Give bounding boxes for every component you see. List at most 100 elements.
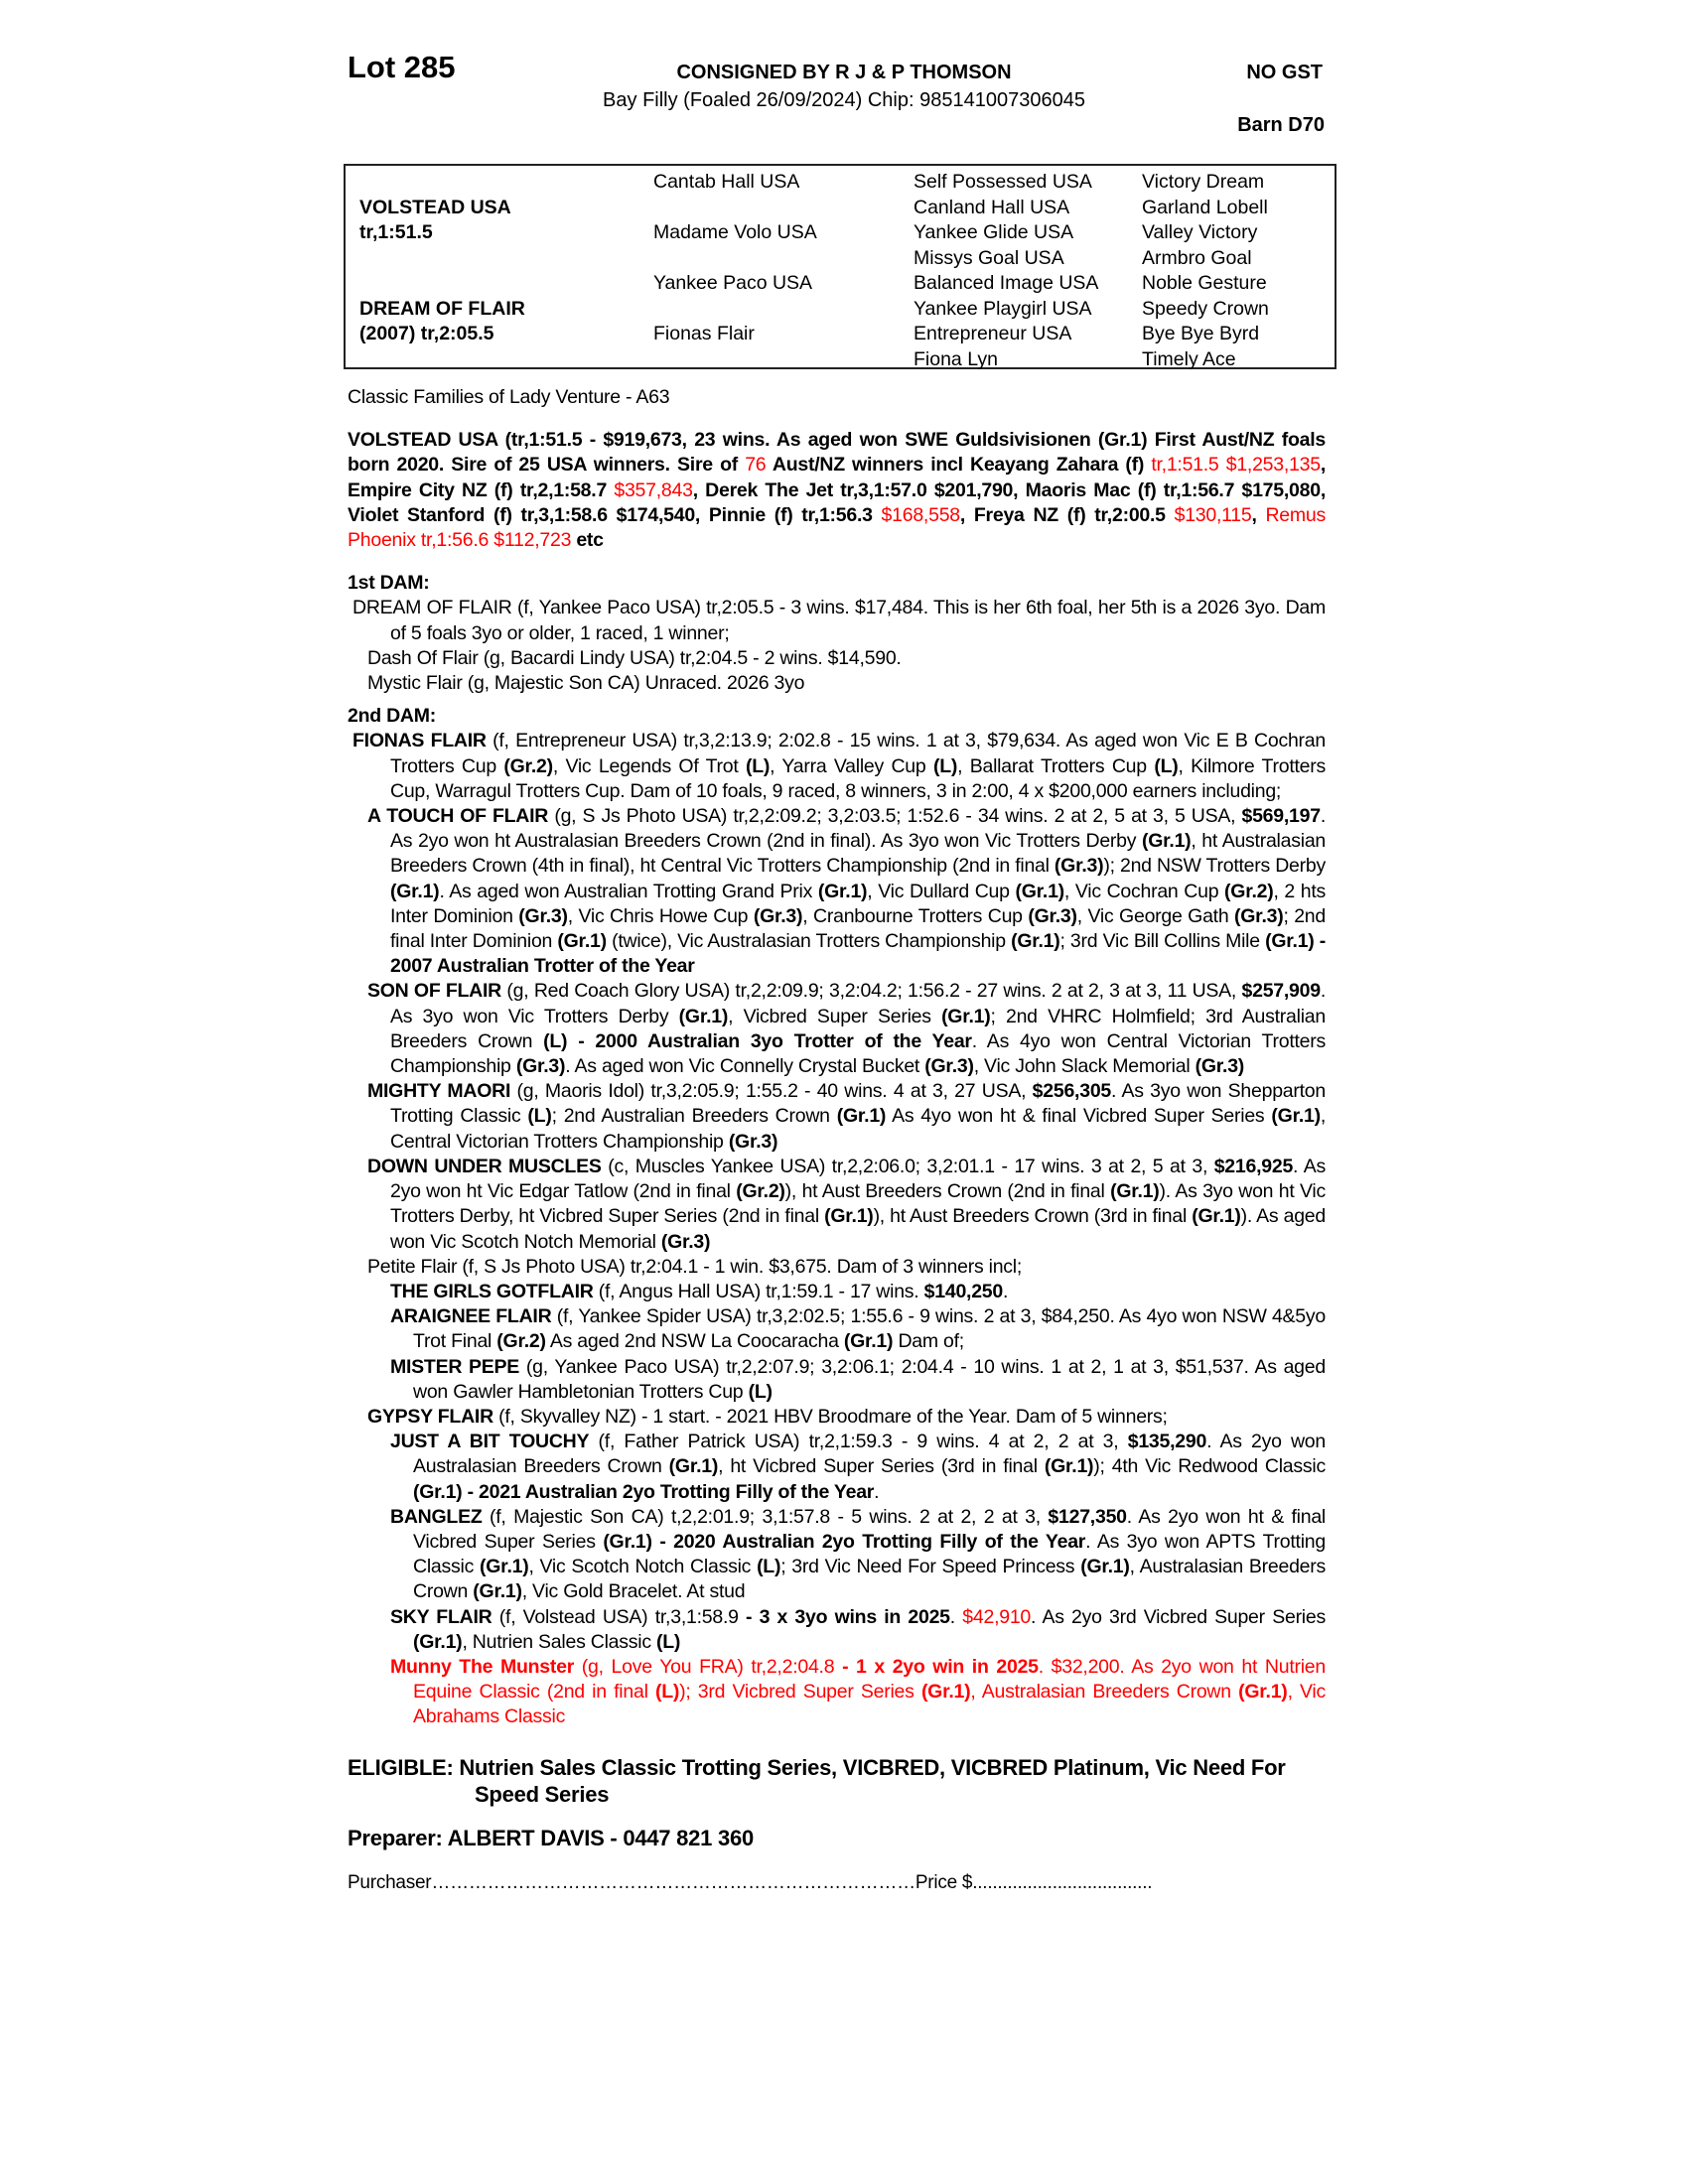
text-run: tr,1:51.5 $1,253,135 [1151, 454, 1321, 477]
text-run: . As 2yo won ht Vic Edgar Tatlow (2nd in… [390, 1155, 1326, 1203]
text-run: FIONAS FLAIR [352, 730, 487, 752]
text-run: JUST A BIT TOUCHY [390, 1431, 590, 1453]
sire-paragraph: VOLSTEAD USA (tr,1:51.5 - $919,673, 23 w… [348, 428, 1326, 553]
catalogue-body: Classic Families of Lady Venture - A63 V… [348, 385, 1326, 1895]
text-run: , Vic Gold Bracelet. At stud [521, 1580, 746, 1603]
text-run: . As 3yo won APTS Trotting Classic [413, 1530, 1326, 1578]
text-run: Petite Flair (f, S Js Photo USA) tr,2:04… [367, 1255, 1023, 1278]
text-run: , 2 hts Inter Dominion [390, 880, 1326, 927]
text-run: . As 3yo won Vic Trotters Derby [390, 980, 1327, 1027]
text-run: (f, Volstead USA) tr,3,1:58.9 [492, 1605, 747, 1628]
text-run: ), ht Aust Breeders Crown (3rd in final [873, 1205, 1193, 1228]
text-run: SKY FLAIR [390, 1605, 492, 1628]
sire-record: tr,1:51.5 [359, 221, 433, 243]
text-run: DOWN UNDER MUSCLES [367, 1155, 602, 1177]
pedigree-gen4: Bye Bye Byrd [1142, 323, 1260, 344]
text-run: As aged 2nd NSW La Coocaracha [545, 1330, 844, 1353]
text-run: , Nutrien Sales Classic [462, 1630, 657, 1653]
text-run: (L) - 2000 Australian 3yo Trotter of the… [543, 1029, 972, 1052]
text-run: . As 2yo won Australasian Breeders Crown [413, 1431, 1326, 1478]
second-dam-entries: FIONAS FLAIR (f, Entrepreneur USA) tr,3,… [348, 729, 1326, 1729]
pedigree-gen4: Valley Victory [1142, 221, 1258, 243]
text-run: (twice), Vic Australasian Trotters Champ… [606, 930, 1012, 953]
text-run: ; 3rd Vic Need For Speed Princess [780, 1556, 1081, 1578]
text-run: (L) [932, 754, 958, 777]
text-run: . As aged won Vic Connelly Crystal Bucke… [565, 1055, 925, 1078]
text-run: (Gr.3) [728, 1130, 778, 1153]
purchaser-line[interactable]: Purchaser……………………………………………………………………Price… [348, 1871, 1153, 1893]
text-run: (Gr.1) [920, 1681, 971, 1704]
text-run: (Gr.3) [753, 904, 803, 927]
pedigree-gen3: Self Possessed USA [914, 171, 1092, 193]
text-run: (Gr.3) [1195, 1055, 1245, 1078]
text-run: (Gr.1) [1192, 1205, 1241, 1228]
text-run: (Gr.1) [836, 1105, 887, 1128]
text-run: . $32,200. As 2yo won ht Nutrien Equine … [413, 1655, 1326, 1704]
dam-name: DREAM OF FLAIR [359, 297, 525, 320]
text-run: SON OF FLAIR [367, 980, 502, 1003]
pedigree-gen4: Noble Gesture [1142, 272, 1267, 294]
text-run: (c, Muscles Yankee USA) tr,2,2:06.0; 3,2… [601, 1155, 1214, 1177]
text-run: (Gr.3) [515, 1055, 566, 1078]
text-run: , Vic Legends Of Trot [552, 754, 746, 777]
text-run: (Gr.1) [390, 880, 440, 902]
first-dam-entries: DREAM OF FLAIR (f, Yankee Paco USA) tr,2… [348, 596, 1326, 696]
text-run: (Gr.1) [413, 1630, 463, 1653]
text-run: , Australasian Breeders Crown [413, 1556, 1327, 1603]
text-run: , Australasian Breeders Crown [970, 1681, 1239, 1704]
text-run: (Gr.1) [557, 930, 607, 953]
text-run: $569,197 [1241, 805, 1321, 828]
text-run: (g, Yankee Paco USA) tr,2,2:07.9; 3,2:06… [413, 1355, 1326, 1403]
pedigree-gen3: Missys Goal USA [914, 246, 1064, 269]
text-run: , ht Australasian Breeders Crown (4th in… [390, 830, 1327, 878]
text-run: (L) [1154, 754, 1179, 777]
text-run: $357,843 [614, 478, 693, 501]
text-run: , Vic Abrahams Classic [413, 1681, 1326, 1728]
lot-number: Lot 285 [348, 50, 456, 84]
progeny-entry: MISTER PEPE (g, Yankee Paco USA) tr,2,2:… [348, 1355, 1326, 1405]
horse-description: Bay Filly (Foaled 26/09/2024) Chip: 9851… [603, 89, 1085, 111]
text-run: - 3 x 3yo wins in 2025 [746, 1605, 950, 1628]
pedigree-gen2: Yankee Paco USA [653, 272, 813, 294]
pedigree-gen4: Garland Lobell [1142, 196, 1268, 218]
progeny-entry: ARAIGNEE FLAIR (f, Yankee Spider USA) tr… [348, 1304, 1326, 1354]
text-run: ). As aged won Vic Scotch Notch Memorial [390, 1205, 1326, 1253]
text-run: Mystic Flair (g, Majestic Son CA) Unrace… [367, 672, 805, 695]
text-run: GYPSY FLAIR [367, 1405, 493, 1428]
text-run: (L) [527, 1105, 552, 1128]
text-run: VOLSTEAD USA (tr,1:51.5 - $919,673, 23 w… [348, 429, 1326, 477]
text-run: . As 2yo 3rd Vicbred Super Series [1031, 1605, 1326, 1628]
text-run: (Gr.1) [668, 1455, 719, 1478]
text-run: (Gr.2) [1224, 880, 1274, 902]
text-run: (g, Red Coach Glory USA) tr,2,2:09.9; 3,… [501, 980, 1242, 1003]
text-run: (Gr.1) [817, 880, 868, 902]
pedigree-gen3: Canland Hall USA [914, 196, 1070, 218]
text-run: $130,115 [1174, 503, 1252, 526]
text-run: 76 [745, 454, 767, 477]
second-dam-heading: 2nd DAM: [348, 705, 436, 728]
text-run: ; 3rd Vic Bill Collins Mile [1059, 930, 1266, 953]
progeny-entry: SON OF FLAIR (g, Red Coach Glory USA) tr… [348, 979, 1326, 1079]
progeny-entry: Munny The Munster (g, Love You FRA) tr,2… [348, 1655, 1326, 1730]
dam-record: (2007) tr,2:05.5 [359, 323, 494, 344]
text-run: . [949, 1605, 963, 1628]
text-run: (g, S Js Photo USA) tr,2,2:09.2; 3,2:03.… [548, 805, 1242, 828]
text-run: $127,350 [1048, 1505, 1127, 1528]
text-run: Dash Of Flair (g, Bacardi Lindy USA) tr,… [367, 646, 902, 669]
progeny-entry: DREAM OF FLAIR (f, Yankee Paco USA) tr,2… [348, 596, 1326, 645]
text-run: , Vic Chris Howe Cup [567, 904, 754, 927]
text-run: MIGHTY MAORI [367, 1080, 511, 1103]
text-run: (Gr.2) [503, 754, 553, 777]
pedigree-gen3: Fiona Lyn [914, 347, 998, 370]
text-run: , Derek The Jet tr,3,1:57.0 $201,790, Ma… [348, 478, 1326, 526]
pedigree-gen3: Balanced Image USA [914, 272, 1099, 294]
text-run: (Gr.2) [736, 1180, 785, 1203]
progeny-entry: Dash Of Flair (g, Bacardi Lindy USA) tr,… [348, 646, 1326, 671]
text-run: Munny The Munster [390, 1655, 575, 1678]
text-run: MISTER PEPE [390, 1355, 520, 1378]
consignor: CONSIGNED BY R J & P THOMSON [676, 62, 1012, 83]
text-run: (Gr.1) - 2007 Australian Trotter of the … [390, 930, 1326, 978]
text-run: (L) [757, 1556, 781, 1578]
text-run: (Gr.1) - 2020 Australian 2yo Trotting Fi… [603, 1530, 1086, 1553]
progeny-entry: FIONAS FLAIR (f, Entrepreneur USA) tr,3,… [348, 729, 1326, 804]
